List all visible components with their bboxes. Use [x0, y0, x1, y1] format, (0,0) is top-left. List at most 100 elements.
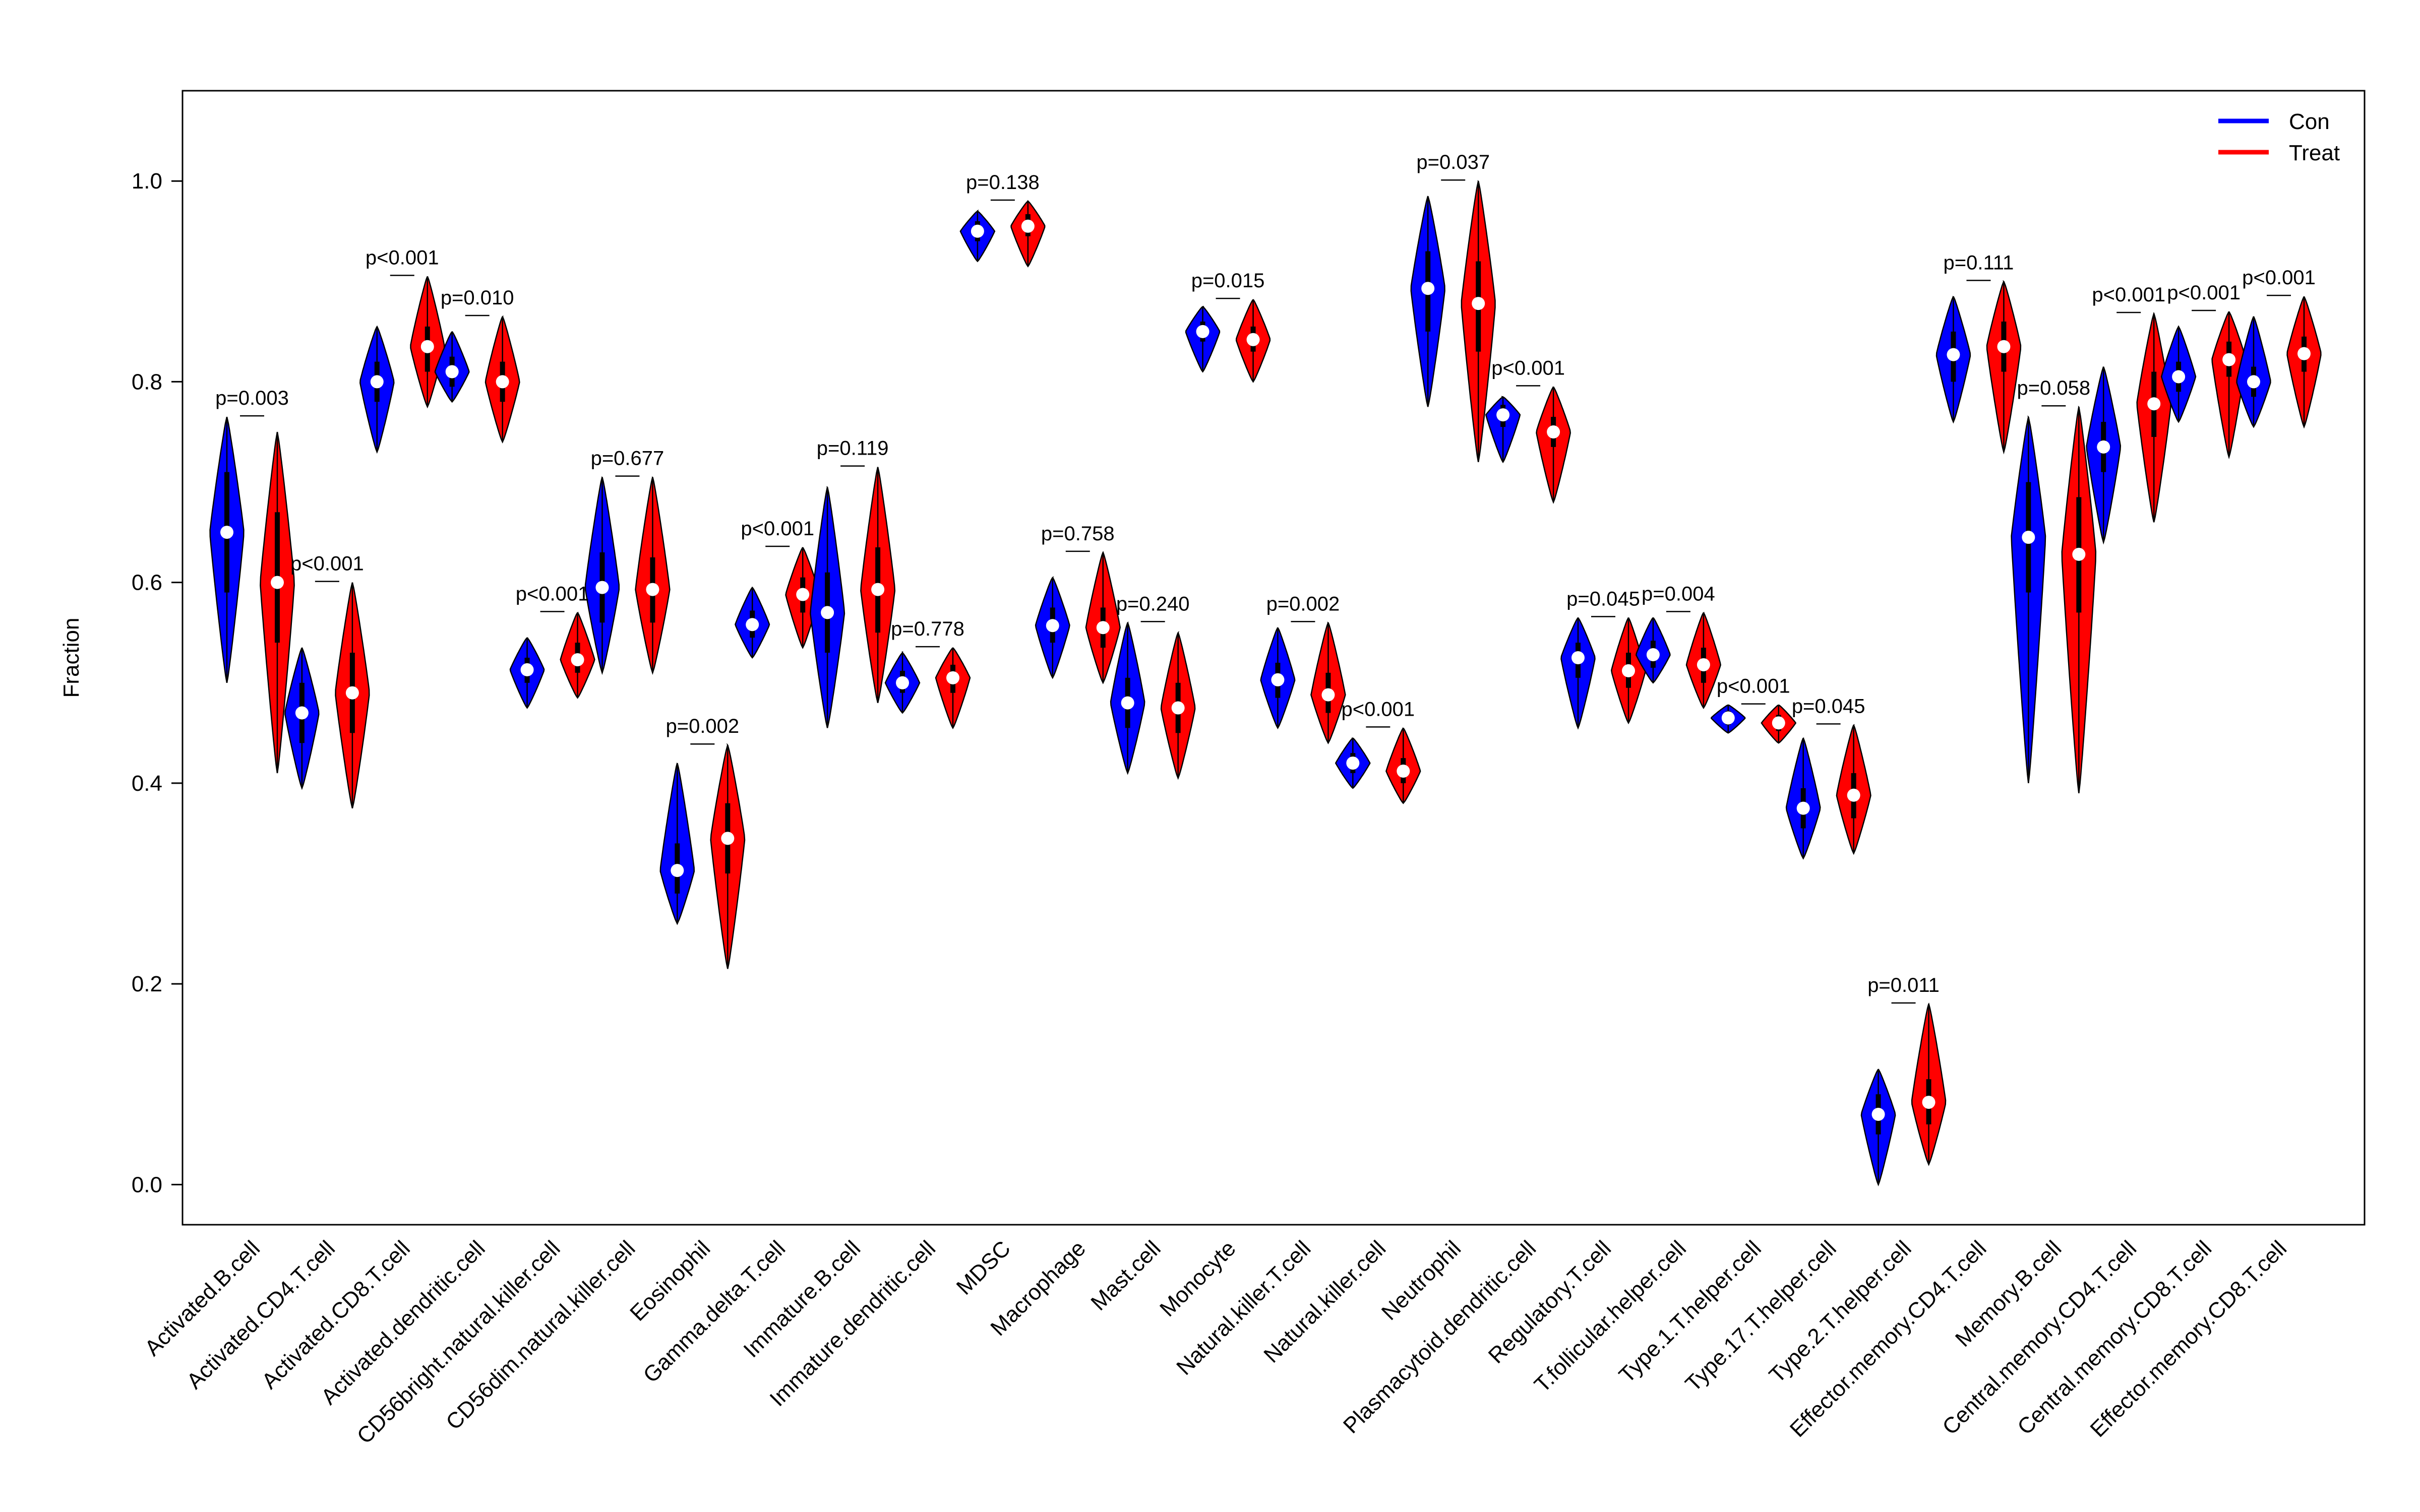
median-point-con-central-memory-cd4-t-cell: [2097, 440, 2110, 454]
p-value-label-monocyte: p=0.015: [1191, 270, 1265, 292]
median-point-con-activated-cd4-t-cell: [295, 706, 309, 720]
median-point-treat-plasmacytoid-dendritic-cell: [1547, 425, 1560, 438]
median-point-treat-eosinophil: [721, 832, 735, 845]
median-point-treat-effector-memory-cd8-t-cell: [2297, 347, 2311, 360]
median-point-treat-macrophage: [1096, 621, 1110, 635]
median-point-treat-natural-killer-cell: [1397, 765, 1410, 778]
median-point-treat-type-2-t-helper-cell: [1922, 1096, 1935, 1109]
median-point-con-activated-dendritic-cell: [445, 365, 459, 379]
p-value-label-mdsc: p=0.138: [966, 171, 1040, 194]
y-axis-title: Fraction: [59, 618, 84, 698]
median-point-con-effector-memory-cd8-t-cell: [2247, 375, 2260, 389]
median-point-con-immature-dendritic-cell: [896, 676, 909, 689]
median-point-treat-type-1-t-helper-cell: [1772, 716, 1785, 730]
p-value-label-effector-memory-cd8-t-cell: p<0.001: [2242, 267, 2316, 289]
median-point-con-macrophage: [1046, 619, 1059, 633]
p-value-label-plasmacytoid-dendritic-cell: p<0.001: [1491, 357, 1565, 379]
median-point-con-neutrophil: [1421, 282, 1435, 295]
median-point-treat-monocyte: [1246, 333, 1260, 346]
median-point-treat-activated-cd4-t-cell: [345, 686, 359, 700]
median-point-treat-immature-dendritic-cell: [946, 671, 959, 684]
legend-label-con: Con: [2289, 109, 2330, 134]
category-mast-cell: [1110, 621, 1196, 780]
p-value-label-central-memory-cd8-t-cell: p<0.001: [2167, 282, 2241, 304]
p-value-label-gamma-delta-t-cell: p<0.001: [741, 518, 814, 540]
median-point-con-mdsc: [971, 224, 984, 238]
category-memory-b-cell: [2011, 406, 2097, 793]
median-point-con-natural-killer-cell: [1346, 757, 1360, 770]
category-cd56bright-natural-killer-cell: [509, 612, 595, 709]
median-point-treat-regulatory-t-cell: [1622, 664, 1635, 677]
violins: [209, 180, 2322, 1186]
p-value-annotations: p=0.003p<0.001p<0.001p=0.010p<0.001p=0.6…: [215, 151, 2316, 1004]
y-tick-label: 0.4: [132, 771, 162, 796]
p-value-label-regulatory-t-cell: p=0.045: [1566, 588, 1640, 610]
median-point-con-cd56dim-natural-killer-cell: [595, 581, 609, 594]
p-value-label-memory-b-cell: p=0.058: [2017, 377, 2090, 399]
median-point-treat-effector-memory-cd4-t-cell: [1997, 340, 2011, 353]
category-central-memory-cd8-t-cell: [2160, 311, 2247, 460]
median-point-con-gamma-delta-t-cell: [746, 618, 759, 632]
category-effector-memory-cd4-t-cell: [1935, 280, 2022, 455]
category-immature-b-cell: [810, 467, 896, 728]
p-value-label-effector-memory-cd4-t-cell: p=0.111: [1944, 251, 2014, 274]
category-natural-killer-cell: [1335, 727, 1421, 804]
category-activated-cd4-t-cell: [284, 582, 370, 808]
median-point-treat-activated-cd8-t-cell: [420, 340, 434, 353]
y-tick-label: 1.0: [132, 169, 162, 194]
p-value-label-immature-dendritic-cell: p=0.778: [891, 618, 964, 640]
median-point-con-type-17-t-helper-cell: [1796, 801, 1810, 815]
category-activated-b-cell: [209, 416, 295, 774]
p-value-label-activated-b-cell: p=0.003: [215, 387, 289, 409]
y-tick-label: 0.6: [132, 571, 162, 595]
category-central-memory-cd4-t-cell: [2086, 311, 2171, 545]
median-point-treat-gamma-delta-t-cell: [796, 588, 810, 601]
median-point-con-mast-cell: [1121, 696, 1134, 710]
p-value-label-activated-cd8-t-cell: p<0.001: [366, 246, 439, 269]
p-value-label-natural-killer-cell: p<0.001: [1341, 698, 1415, 720]
p-value-label-t-follicular-helper-cell: p=0.004: [1642, 583, 1715, 605]
p-value-label-macrophage: p=0.758: [1041, 523, 1115, 545]
median-point-treat-mdsc: [1021, 219, 1035, 233]
category-mdsc: [959, 200, 1046, 268]
median-point-treat-activated-b-cell: [271, 576, 284, 589]
median-point-con-immature-b-cell: [821, 606, 834, 619]
category-neutrophil: [1410, 180, 1496, 462]
median-point-treat-central-memory-cd8-t-cell: [2222, 353, 2236, 366]
median-point-treat-t-follicular-helper-cell: [1697, 658, 1710, 671]
median-point-con-regulatory-t-cell: [1571, 651, 1585, 664]
category-monocyte: [1185, 299, 1271, 383]
p-value-label-type-17-t-helper-cell: p=0.045: [1792, 695, 1865, 717]
median-point-con-natural-killer-t-cell: [1271, 673, 1285, 686]
median-point-treat-memory-b-cell: [2072, 547, 2086, 561]
category-cd56dim-natural-killer-cell: [584, 476, 671, 675]
median-point-treat-cd56dim-natural-killer-cell: [646, 583, 659, 596]
legend-label-treat: Treat: [2289, 141, 2340, 165]
p-value-label-central-memory-cd4-t-cell: p<0.001: [2092, 284, 2165, 306]
p-value-label-cd56bright-natural-killer-cell: p<0.001: [516, 583, 589, 605]
category-natural-killer-t-cell: [1260, 621, 1346, 744]
p-value-label-eosinophil: p=0.002: [666, 715, 739, 737]
median-point-con-eosinophil: [671, 864, 684, 877]
p-value-label-activated-dendritic-cell: p=0.010: [441, 287, 514, 309]
category-activated-dendritic-cell: [434, 316, 520, 444]
median-point-con-effector-memory-cd4-t-cell: [1947, 348, 1960, 361]
category-plasmacytoid-dendritic-cell: [1485, 386, 1571, 504]
median-point-treat-type-17-t-helper-cell: [1847, 788, 1860, 802]
median-point-treat-activated-dendritic-cell: [496, 375, 509, 389]
median-point-treat-central-memory-cd4-t-cell: [2147, 397, 2161, 411]
category-eosinophil: [659, 742, 746, 969]
p-value-label-neutrophil: p=0.037: [1416, 151, 1490, 173]
median-point-con-plasmacytoid-dendritic-cell: [1496, 408, 1510, 422]
median-point-con-central-memory-cd8-t-cell: [2172, 370, 2186, 384]
median-point-treat-cd56bright-natural-killer-cell: [571, 653, 584, 666]
median-point-con-activated-cd8-t-cell: [370, 375, 384, 389]
p-value-label-immature-b-cell: p=0.119: [817, 437, 889, 460]
p-value-label-activated-cd4-t-cell: p<0.001: [290, 553, 364, 575]
p-value-label-type-2-t-helper-cell: p=0.011: [1867, 974, 1940, 996]
category-macrophage: [1035, 551, 1121, 684]
p-value-label-natural-killer-t-cell: p=0.002: [1266, 593, 1340, 615]
category-type-1-t-helper-cell: [1710, 704, 1797, 744]
